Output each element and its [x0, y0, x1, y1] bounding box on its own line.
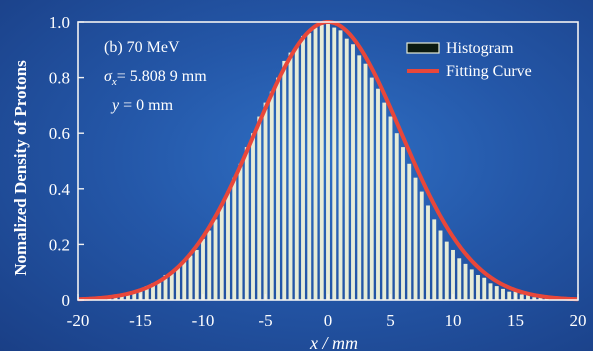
x-tick-label: 0	[324, 311, 333, 330]
histogram-bar	[519, 294, 524, 300]
histogram-bar	[357, 55, 362, 300]
histogram-bar	[413, 177, 418, 300]
histogram-bar	[507, 291, 512, 300]
legend-fitting-curve-label: Fitting Curve	[446, 63, 532, 80]
histogram-bar	[182, 261, 187, 300]
x-tick-label: 5	[386, 311, 395, 330]
sigma-subscript: x	[111, 76, 117, 88]
histogram-bar	[132, 291, 137, 300]
histogram-bar	[344, 38, 349, 301]
histogram-bar	[351, 44, 355, 300]
histogram-bar	[376, 88, 380, 300]
y-axis-label: Nomalized Density of Protons	[11, 60, 30, 276]
histogram-bar	[207, 230, 212, 300]
histogram-bar	[257, 116, 262, 301]
histogram-bar	[176, 266, 180, 300]
histogram-bar	[144, 286, 149, 300]
x-tick-label: 20	[570, 311, 587, 330]
histogram-bar	[194, 249, 199, 300]
histogram-bar	[388, 116, 393, 301]
histogram-bar	[369, 77, 374, 300]
histogram-bar	[219, 205, 224, 300]
histogram-bar	[538, 297, 543, 300]
y-value: = 0 mm	[119, 97, 173, 114]
histogram-bar	[494, 286, 499, 300]
histogram-bar	[213, 219, 218, 300]
histogram-bar	[426, 205, 430, 300]
histogram-bar	[232, 177, 237, 300]
legend-histogram-label: Histogram	[446, 40, 514, 57]
histogram-bar	[188, 255, 193, 300]
y-tick-label: 0.8	[49, 69, 70, 88]
histogram-bar	[457, 258, 462, 300]
histogram-bar	[394, 133, 399, 300]
sigma-value: = 5.808 9 mm	[117, 68, 207, 85]
y-tick-label: 0.6	[49, 124, 70, 143]
histogram-bar	[363, 63, 368, 301]
histogram-bar	[451, 249, 455, 300]
sigma-symbol: σ	[104, 68, 113, 85]
histogram-bar	[226, 191, 230, 300]
y-tick-label: 1.0	[49, 13, 70, 32]
histogram-bar	[501, 288, 505, 300]
x-tick-label: -20	[67, 311, 90, 330]
legend: Histogram Fitting Curve	[406, 40, 532, 80]
histogram-bar	[338, 30, 343, 301]
panel-label: (b) 70 MeV	[104, 39, 180, 56]
y-annotation: y = 0 mm	[110, 97, 174, 114]
histogram-bars	[94, 22, 555, 301]
x-tick-label: -15	[129, 311, 152, 330]
histogram-bar	[294, 47, 299, 300]
x-axis-label: x / mm	[309, 333, 358, 351]
y-symbol: y	[110, 97, 120, 114]
histogram-bar	[201, 238, 205, 300]
legend-histogram-swatch	[406, 42, 440, 54]
x-tick-label: 15	[507, 311, 524, 330]
axis-ticks: -20 -15 -10 -5 0 5 10 15 20 0 0.2 0.4 0.6 0.8 1.0	[49, 13, 587, 330]
histogram-bar	[476, 274, 480, 300]
histogram-bar	[282, 60, 287, 300]
histogram-bar	[382, 102, 387, 301]
histogram-bar	[526, 294, 530, 300]
histogram-bar	[332, 27, 337, 301]
histogram-bar	[438, 230, 443, 300]
histogram-bar	[432, 219, 437, 300]
histogram-bar	[163, 274, 168, 300]
histogram-bar	[244, 147, 249, 300]
histogram-bar	[288, 52, 293, 300]
histogram-bar	[326, 22, 330, 300]
histogram-bar	[482, 277, 487, 300]
histogram-bar	[301, 35, 305, 301]
histogram-bar	[126, 294, 130, 300]
histogram-bar	[269, 91, 274, 300]
histogram-bar	[532, 297, 537, 300]
y-tick-label: 0	[62, 291, 71, 310]
x-tick-label: 10	[445, 311, 462, 330]
y-tick-label: 0.4	[49, 180, 71, 199]
histogram-bar	[276, 77, 280, 300]
histogram-bar	[151, 283, 155, 300]
x-tick-label: -10	[192, 311, 215, 330]
histogram-bar	[169, 272, 174, 300]
histogram-bar	[469, 269, 474, 300]
x-tick-label: -5	[258, 311, 272, 330]
histogram-bar	[407, 163, 412, 300]
histogram-bar	[263, 102, 268, 301]
histogram-bar	[119, 294, 124, 300]
histogram-bar	[401, 147, 405, 300]
histogram-bar	[238, 163, 243, 300]
histogram-bar	[463, 263, 468, 300]
histogram-bar	[419, 191, 424, 300]
histogram-bar	[157, 280, 162, 300]
histogram-bar	[313, 27, 318, 301]
histogram-bar	[307, 33, 312, 301]
histogram-bar	[488, 283, 493, 300]
histogram-bar	[251, 133, 255, 300]
histogram-bar	[444, 241, 449, 300]
sigma-annotation: σx= 5.808 9 mm	[104, 68, 207, 88]
y-tick-label: 0.2	[49, 235, 70, 254]
histogram-bar	[319, 24, 324, 301]
